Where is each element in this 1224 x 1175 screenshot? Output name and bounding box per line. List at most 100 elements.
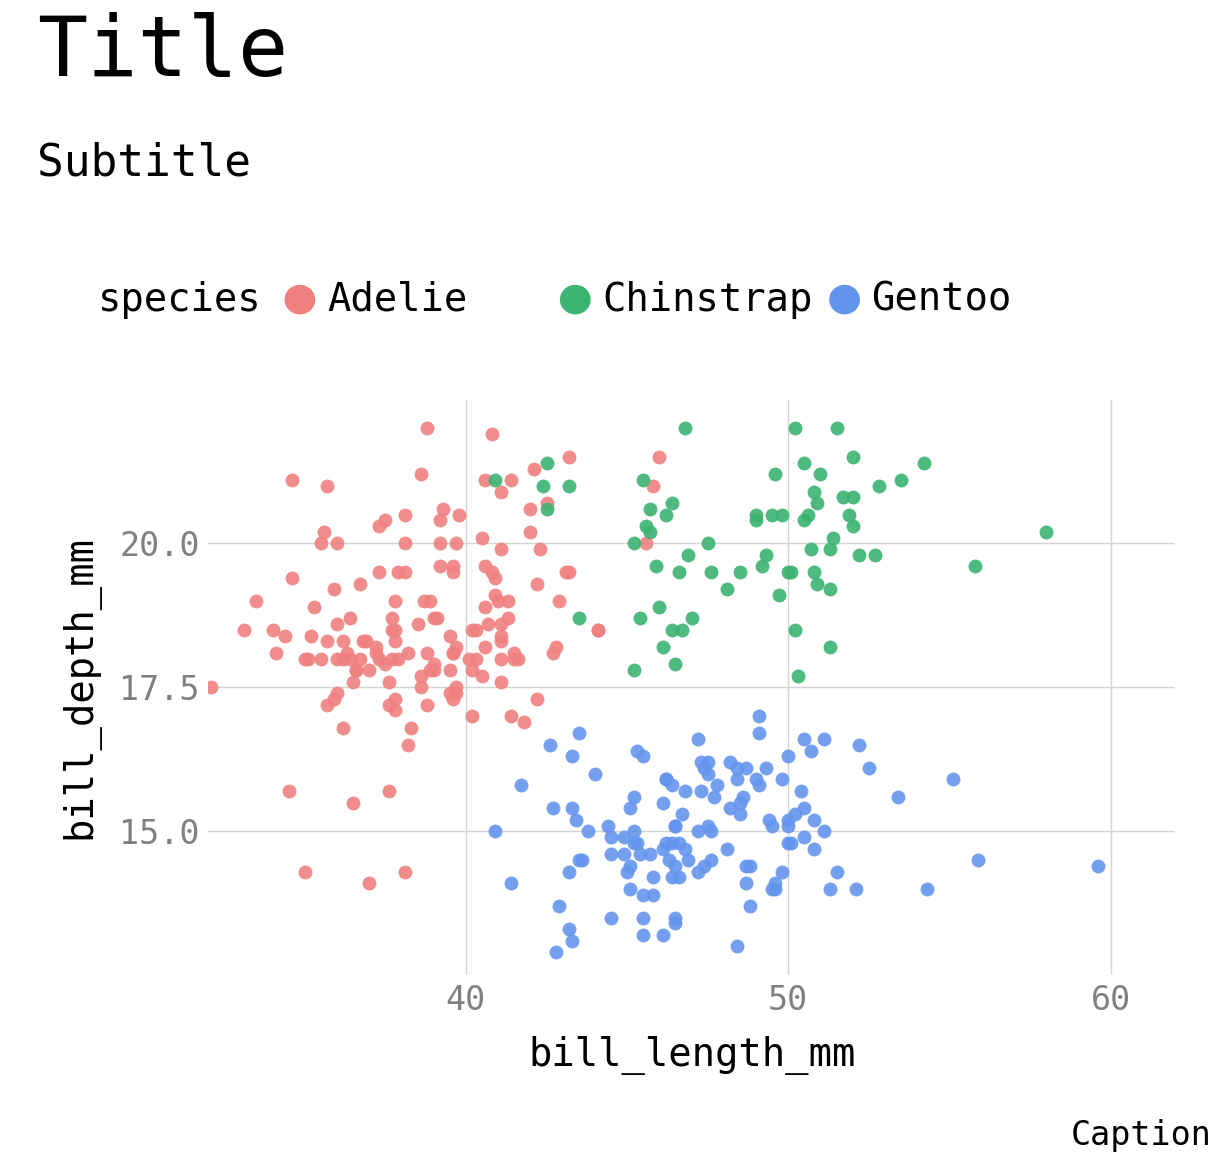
Point	[537, 494, 557, 512]
Point	[765, 874, 785, 893]
Point	[834, 488, 853, 506]
Point	[414, 592, 433, 611]
Point	[563, 747, 583, 766]
Point	[634, 926, 654, 945]
Point	[717, 839, 737, 858]
Point	[441, 626, 460, 645]
Point	[634, 471, 654, 490]
Point	[769, 586, 788, 605]
Point	[968, 851, 988, 870]
Point	[408, 615, 427, 633]
Point	[395, 505, 415, 524]
Point	[431, 557, 450, 576]
Point	[656, 833, 676, 852]
Point	[386, 620, 405, 639]
Point	[652, 926, 672, 945]
Point	[550, 897, 569, 915]
Point	[378, 672, 398, 691]
Point	[772, 505, 792, 524]
Point	[395, 862, 415, 881]
Point	[463, 620, 482, 639]
Point	[662, 776, 682, 794]
Point	[778, 833, 798, 852]
Point	[279, 781, 299, 800]
Point	[421, 592, 441, 611]
Y-axis label: bill_depth_mm: bill_depth_mm	[61, 536, 100, 839]
Point	[621, 879, 640, 898]
Point	[411, 465, 431, 484]
Point	[386, 701, 405, 720]
Point	[804, 482, 824, 501]
Point	[808, 575, 827, 593]
Point	[668, 833, 688, 852]
Point	[528, 690, 547, 709]
Point	[340, 649, 360, 667]
Point	[443, 644, 463, 663]
Point	[753, 557, 772, 576]
Point	[869, 477, 889, 496]
Point	[376, 654, 395, 673]
Point	[630, 845, 650, 864]
Point	[643, 477, 662, 496]
Point	[800, 741, 820, 760]
Point	[634, 908, 654, 927]
Point	[808, 494, 827, 512]
Point	[482, 424, 502, 443]
Point	[636, 533, 656, 553]
Point	[443, 563, 463, 582]
Point	[794, 730, 814, 748]
Point	[676, 781, 695, 800]
Point	[827, 418, 847, 437]
Point	[695, 857, 715, 875]
Point	[556, 563, 575, 582]
Point	[475, 638, 494, 657]
Point	[344, 672, 364, 691]
Point	[301, 626, 321, 645]
Point	[502, 471, 521, 490]
Point	[537, 499, 557, 518]
Point	[692, 753, 711, 772]
Point	[785, 805, 804, 824]
Point	[504, 649, 524, 667]
Point	[411, 666, 431, 685]
Point	[662, 620, 682, 639]
Point	[652, 793, 672, 812]
Point	[666, 914, 685, 933]
Point	[617, 862, 636, 881]
Point	[543, 799, 563, 818]
Point	[634, 885, 654, 904]
Point	[914, 454, 934, 472]
Point	[843, 488, 863, 506]
Point	[749, 706, 769, 725]
Point	[843, 448, 863, 466]
Point	[492, 482, 512, 501]
Point	[424, 660, 443, 679]
Point	[778, 747, 798, 766]
Point	[756, 545, 776, 564]
Point	[569, 609, 589, 627]
Point	[504, 644, 524, 663]
Point	[794, 454, 814, 472]
Point	[676, 418, 695, 437]
Point	[778, 811, 798, 830]
Point	[698, 533, 717, 553]
Point	[662, 868, 682, 887]
Point	[299, 649, 318, 667]
Point	[621, 799, 640, 818]
Point	[747, 770, 766, 788]
Point	[492, 649, 512, 667]
Point	[666, 857, 685, 875]
Point	[395, 563, 415, 582]
Point	[443, 644, 463, 663]
Text: Gentoo: Gentoo	[871, 281, 1012, 318]
Point	[688, 862, 707, 881]
Point	[492, 539, 512, 558]
Point	[763, 505, 782, 524]
Point	[492, 615, 512, 633]
Point	[417, 696, 437, 714]
Point	[731, 793, 750, 812]
Point	[695, 759, 715, 778]
Point	[692, 781, 711, 800]
Point	[707, 776, 727, 794]
Point	[492, 626, 512, 645]
